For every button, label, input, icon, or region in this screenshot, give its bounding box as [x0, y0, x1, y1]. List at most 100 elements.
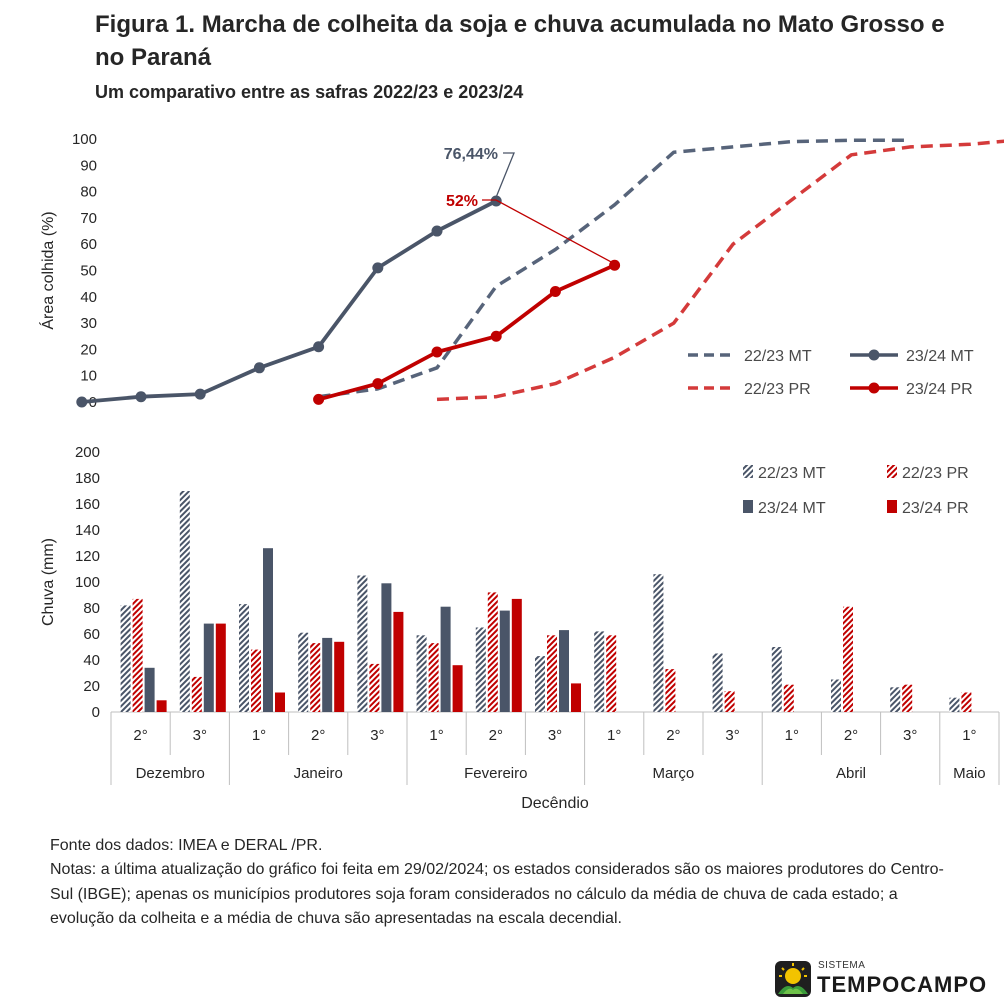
y-tick-label-bottom: 20 [83, 678, 100, 695]
bar-22-23-MT [475, 627, 486, 712]
series-line-23-24-MT [81, 199, 498, 404]
bar-22-23-MT [179, 491, 190, 712]
x-tick-label: 3° [903, 727, 917, 744]
bar-23-24-MT [144, 667, 155, 712]
bar-23-24-PR [393, 611, 404, 712]
legend-swatch-bar [743, 500, 753, 513]
chart-subtitle: Um comparativo entre as safras 2022/23 e… [95, 82, 524, 102]
bar-23-24-PR [571, 683, 581, 712]
logo-caption: SISTEMA [818, 960, 866, 971]
bar-22-23-MT [535, 656, 545, 712]
y-tick-label-bottom: 200 [75, 444, 100, 461]
x-tick-label: 2° [844, 727, 858, 744]
series-line-23-24-PR [318, 263, 616, 402]
y-tick-label-bottom: 180 [75, 470, 100, 487]
series-point-23-24-MT [135, 391, 147, 403]
bar-22-23-PR [132, 598, 143, 712]
legend-swatch-bar [887, 465, 897, 478]
bar-22-23-PR [369, 663, 380, 712]
y-tick-label-top: 40 [80, 289, 97, 306]
bar-22-23-MT [890, 687, 901, 712]
bar-22-23-MT [120, 605, 131, 712]
y-tick-label-bottom: 120 [75, 548, 100, 565]
series-point-23-24-PR [431, 346, 443, 358]
x-axis-label: Decêndio [521, 795, 589, 812]
y-tick-label-bottom: 60 [83, 626, 100, 643]
x-tick-label: 3° [370, 727, 384, 744]
series-point-23-24-MT [253, 362, 265, 374]
legend-label: 22/23 PR [744, 381, 811, 398]
y-tick-label-bottom: 40 [83, 652, 100, 669]
series-line-22-23-PR [436, 139, 1004, 402]
bar-22-23-PR [843, 606, 853, 712]
bar-23-24-MT [440, 606, 451, 712]
y-tick-label-top: 30 [80, 315, 97, 332]
x-tick-label: 3° [193, 727, 207, 744]
bar-23-24-MT [381, 583, 392, 712]
x-tick-label: 2° [666, 727, 680, 744]
series-point-23-24-PR [313, 393, 325, 405]
x-tick-label: 1° [429, 727, 443, 744]
x-tick-label: 2° [133, 727, 147, 744]
x-tick-label: 1° [252, 727, 266, 744]
y-tick-label-top: 100 [72, 131, 97, 148]
x-tick-label: 2° [489, 727, 503, 744]
y-tick-label-bottom: 160 [75, 496, 100, 513]
x-tick-label: 1° [785, 727, 799, 744]
series-point-23-24-PR [490, 330, 502, 342]
series-point-23-24-MT [76, 396, 88, 408]
x-tick-label: 1° [607, 727, 621, 744]
series-point-23-24-MT [313, 341, 325, 353]
series-point-23-24-PR [372, 378, 384, 390]
bar-22-23-PR [724, 691, 735, 712]
rain-bar-chart: 0 20 40 60 80 100 120 140 160 180 200 Chuva (mm) 2° 3… [40, 444, 1000, 812]
y-axis-label-bottom: Chuva (mm) [40, 538, 57, 626]
bar-22-23-PR [961, 692, 972, 712]
y-axis-label-top: Área colhida (%) [38, 211, 57, 329]
bar-22-23-MT [239, 604, 249, 712]
month-group-label: Maio [953, 765, 986, 782]
legend-swatch-bar [743, 465, 753, 478]
series-point-23-24-MT [431, 225, 443, 237]
chart-canvas: 0 10 20 30 40 50 60 70 80 90 100 Área colhida (%) 76… [38, 131, 1004, 812]
annotation-mt-leader [495, 152, 515, 198]
y-tick-label-top: 80 [80, 184, 97, 201]
logo-wordmark: TEMPOCAMPO [817, 972, 988, 997]
bar-23-24-PR [452, 665, 463, 712]
legend-swatch-marker [868, 382, 880, 394]
bar-23-24-PR [156, 700, 167, 712]
bar-22-23-PR [606, 635, 617, 712]
legend-swatch-marker [868, 349, 880, 361]
month-group-label: Fevereiro [464, 765, 527, 782]
month-group-label: Dezembro [136, 765, 205, 782]
bar-22-23-MT [771, 647, 782, 712]
brand-logo: SISTEMA TEMPOCAMPO [774, 960, 988, 998]
y-tick-label-top: 70 [80, 210, 97, 227]
y-tick-label-top: 20 [80, 341, 97, 358]
y-tick-label-top: 60 [80, 236, 97, 253]
y-tick-label-bottom: 0 [92, 704, 100, 721]
bar-22-23-PR [428, 643, 439, 712]
y-tick-label-bottom: 80 [83, 600, 100, 617]
x-tick-label: 3° [725, 727, 739, 744]
annotation-mt-value: 76,44% [444, 146, 498, 163]
bar-23-24-PR [215, 623, 226, 712]
y-tick-label-top: 10 [80, 368, 97, 385]
bar-22-23-PR [310, 643, 321, 712]
y-tick-label-bottom: 100 [75, 574, 100, 591]
bar-22-23-MT [831, 679, 841, 712]
bar-22-23-MT [416, 635, 427, 712]
bar-22-23-PR [191, 676, 202, 712]
x-tick-label: 3° [548, 727, 562, 744]
bar-23-24-PR [334, 641, 345, 712]
bar-22-23-PR [547, 635, 557, 712]
bar-22-23-PR [251, 649, 261, 712]
x-tick-label: 2° [311, 727, 325, 744]
bar-23-24-MT [322, 637, 333, 712]
bar-22-23-MT [949, 697, 960, 712]
legend-label: 22/23 PR [902, 465, 969, 482]
notes-text: Notas: a última atualização do gráfico f… [50, 861, 944, 927]
legend-label: 23/24 MT [758, 500, 826, 517]
legend-label: 22/23 MT [758, 465, 826, 482]
